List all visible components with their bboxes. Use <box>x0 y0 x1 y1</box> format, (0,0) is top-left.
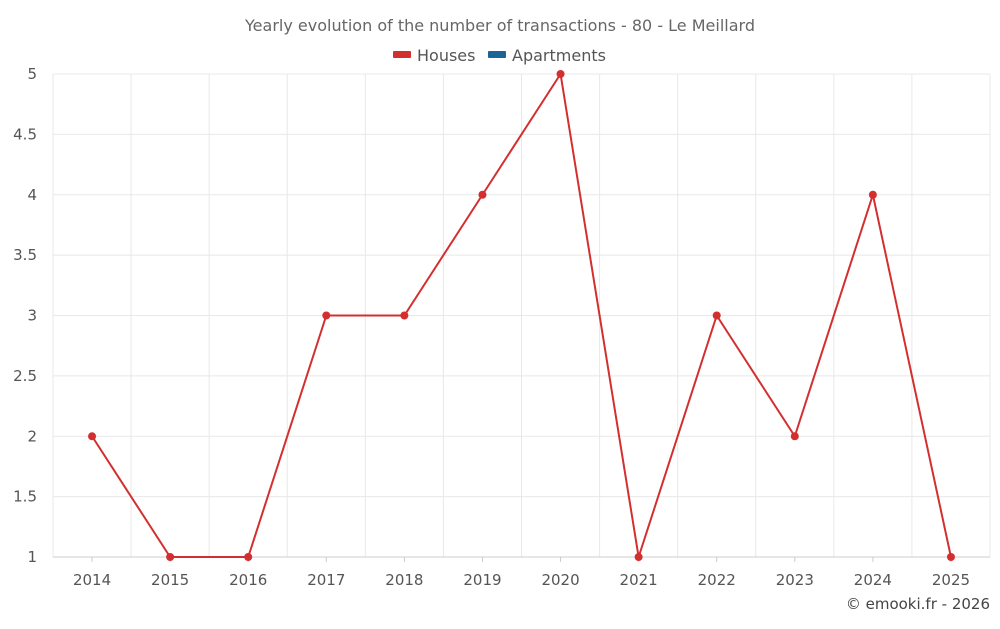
data-point-houses[interactable] <box>244 553 253 561</box>
legend-item-apartments[interactable]: Apartments <box>488 46 606 65</box>
data-point-houses[interactable] <box>634 553 643 561</box>
data-point-houses[interactable] <box>166 553 175 561</box>
x-tick-label: 2025 <box>932 571 970 589</box>
x-tick-label: 2021 <box>620 571 658 589</box>
chart-title: Yearly evolution of the number of transa… <box>244 16 755 35</box>
x-tick-label: 2015 <box>151 571 189 589</box>
y-tick-label: 4.5 <box>13 125 37 143</box>
grid-lines <box>52 73 991 558</box>
legend-label-apartments: Apartments <box>512 46 606 65</box>
series-group <box>88 70 955 561</box>
legend-label-houses: Houses <box>417 46 475 65</box>
legend-swatch-houses <box>393 51 411 58</box>
x-tick-label: 2024 <box>854 571 892 589</box>
x-tick-label: 2022 <box>698 571 736 589</box>
data-point-houses[interactable] <box>712 311 721 320</box>
data-point-houses[interactable] <box>400 311 409 320</box>
x-tick-label: 2023 <box>776 571 814 589</box>
x-tick-label: 2014 <box>73 571 111 589</box>
y-tick-label: 1 <box>27 548 37 566</box>
data-point-houses[interactable] <box>322 311 331 320</box>
data-point-houses[interactable] <box>790 432 799 441</box>
x-tick-label: 2019 <box>463 571 501 589</box>
series-line-houses <box>91 73 952 558</box>
data-point-houses[interactable] <box>478 190 487 199</box>
data-point-houses[interactable] <box>556 70 565 78</box>
data-point-houses[interactable] <box>88 432 97 441</box>
x-tick-label: 2016 <box>229 571 267 589</box>
y-tick-label: 2 <box>27 427 37 445</box>
x-tick-label: 2017 <box>307 571 345 589</box>
data-point-houses[interactable] <box>868 190 877 199</box>
legend-swatch-apartments <box>488 51 506 58</box>
x-tick-label: 2018 <box>385 571 423 589</box>
y-tick-label: 3 <box>27 307 37 325</box>
y-tick-label: 2.5 <box>13 367 37 385</box>
credit-text: © emooki.fr - 2026 <box>846 595 990 613</box>
legend[interactable]: Houses Apartments <box>393 46 606 65</box>
axes: 1 1.5 2 2.5 3 3.5 4 4.5 5 2014 2015 2016 2017 2018 201… <box>13 65 990 589</box>
x-tick-label: 2020 <box>541 571 579 589</box>
y-tick-label: 4 <box>27 186 37 204</box>
y-tick-label: 3.5 <box>13 246 37 264</box>
data-point-houses[interactable] <box>946 553 955 561</box>
legend-item-houses[interactable]: Houses <box>393 46 475 65</box>
y-tick-label: 1.5 <box>13 488 37 506</box>
y-tick-label: 5 <box>27 65 37 83</box>
